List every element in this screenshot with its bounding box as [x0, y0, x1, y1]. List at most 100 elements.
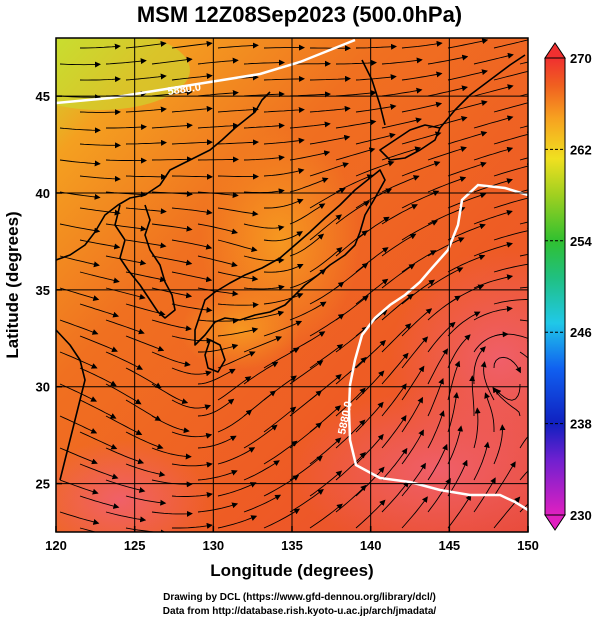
streamline: [263, 137, 305, 145]
streamline: [289, 301, 327, 321]
streamline: [79, 239, 121, 250]
streamline: [401, 396, 423, 433]
streamline: [355, 188, 393, 209]
streamline: [79, 76, 121, 83]
streamline: [171, 139, 213, 146]
streamline: [309, 344, 344, 369]
y-tick-label: 45: [36, 89, 50, 104]
streamline: [335, 59, 377, 66]
credit-drawing: Drawing by DCL (https://www.gfd-dennou.o…: [163, 592, 436, 603]
streamline: [355, 247, 389, 273]
colorbar-tick-label: 230: [570, 508, 592, 523]
streamline: [309, 313, 345, 337]
streamline: [493, 298, 528, 305]
streamline: [493, 356, 521, 374]
streamline: [217, 409, 253, 433]
streamline: [473, 84, 514, 97]
streamline: [79, 335, 118, 352]
streamline: [493, 195, 528, 209]
x-axis-ticks: 120 125 130 135 140 145 150: [45, 526, 539, 553]
streamline: [447, 254, 486, 273]
streamline: [125, 431, 164, 450]
streamline: [197, 223, 238, 235]
streamline: [469, 375, 476, 416]
x-tick-label: 150: [517, 538, 539, 553]
streamline: [105, 319, 145, 335]
streamline: [151, 351, 191, 367]
streamline: [125, 335, 165, 352]
streamline: [335, 387, 366, 417]
streamline: [473, 115, 514, 129]
streamline: [171, 431, 213, 439]
streamline: [263, 406, 297, 433]
streamline: [59, 479, 99, 495]
streamline: [401, 365, 425, 401]
streamline: [473, 331, 509, 353]
streamline: [427, 295, 461, 321]
colorbar-top-arrow: [544, 42, 566, 59]
x-tick-label: 125: [124, 538, 146, 553]
streamline: [151, 447, 192, 460]
streamline: [151, 319, 192, 332]
streamline: [355, 74, 397, 81]
streamline: [106, 124, 147, 131]
streamline: [309, 437, 342, 465]
streamline: [197, 122, 239, 129]
y-tick-label: 25: [36, 477, 50, 492]
streamline: [125, 73, 167, 81]
streamline: [105, 157, 147, 164]
streamline: [197, 398, 235, 417]
streamline: [401, 429, 424, 465]
streamline: [401, 131, 442, 145]
streamline: [289, 233, 325, 257]
streamline: [401, 250, 437, 273]
streamline: [401, 40, 443, 49]
streamline: [171, 367, 212, 377]
streamline: [495, 383, 521, 401]
streamline: [171, 461, 213, 468]
streamline: [243, 122, 285, 129]
streamline: [447, 459, 468, 497]
chart-title: MSM 12Z08Sep2023 (500.0hPa): [136, 2, 463, 27]
streamline: [125, 271, 167, 283]
streamline: [493, 424, 506, 465]
colorbar-tick-label: 246: [570, 325, 592, 340]
streamline: [381, 117, 422, 129]
streamline: [59, 319, 99, 335]
streamline: [309, 247, 343, 273]
streamline: [171, 40, 213, 49]
streamline: [519, 436, 528, 449]
streamline: [125, 173, 167, 180]
streamline: [519, 157, 528, 161]
streamline: [355, 278, 389, 305]
streamline: [401, 308, 433, 337]
streamline: [447, 494, 472, 529]
y-tick-label: 40: [36, 186, 50, 201]
streamline: [243, 154, 285, 161]
streamline: [217, 173, 259, 180]
streamline: [289, 121, 331, 129]
streamline: [473, 146, 514, 161]
streamline: [355, 216, 390, 241]
streamline: [79, 495, 120, 509]
streamline: [427, 377, 444, 417]
streamline: [79, 399, 117, 419]
streamline: [59, 447, 98, 465]
streamline: [151, 156, 193, 163]
x-tick-label: 120: [45, 538, 67, 553]
streamline: [401, 190, 440, 209]
streamline: [59, 511, 100, 525]
streamline: [309, 105, 351, 113]
streamline: [401, 161, 441, 177]
streamline: [309, 214, 342, 241]
streamline: [355, 401, 384, 433]
streamline: [519, 286, 528, 289]
streamline: [243, 91, 285, 98]
streamline: [105, 511, 147, 523]
streamline: [151, 383, 189, 405]
streamline: [79, 303, 120, 318]
credit-data: Data from http://database.rish.kyoto-u.a…: [162, 606, 437, 617]
streamline: [125, 463, 166, 478]
streamline: [473, 241, 513, 257]
streamline: [519, 253, 528, 257]
